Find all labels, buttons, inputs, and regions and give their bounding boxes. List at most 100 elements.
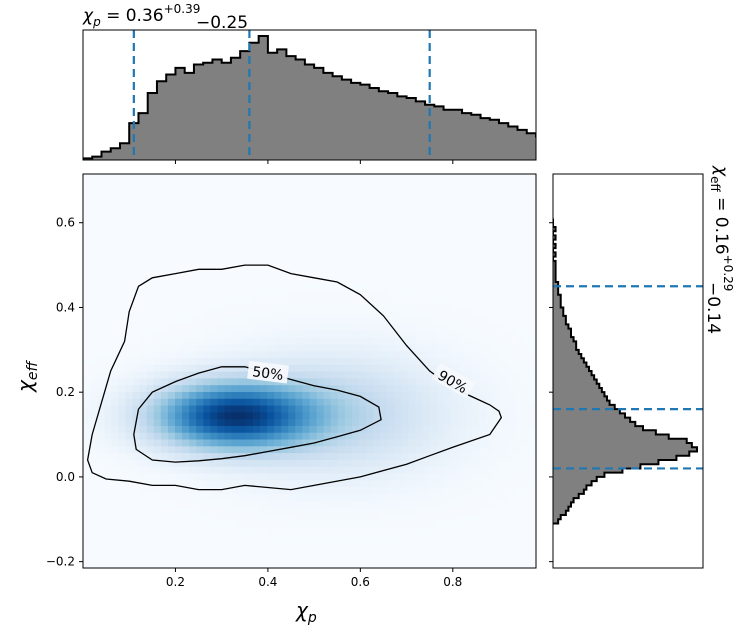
density-cell [387,343,396,352]
density-cell [160,221,169,229]
density-cell [408,547,417,556]
density-cell [514,214,523,223]
density-cell [330,520,339,528]
density-cell [443,547,452,556]
density-cell [316,540,325,549]
density-cell [500,309,509,318]
density-cell [175,357,183,365]
density-cell [118,350,127,359]
density-cell [175,248,183,257]
density-cell [267,418,275,426]
density-cell [203,493,212,501]
density-cell [316,364,325,372]
density-cell [238,418,247,426]
density-cell [443,404,452,413]
density-cell [415,377,424,386]
density-cell [387,289,396,297]
density-cell [160,343,169,352]
density-cell [366,262,374,270]
density-cell [139,554,148,562]
density-cell [231,357,240,365]
density-cell [245,432,254,440]
density-cell [451,221,459,229]
density-cell [486,255,495,263]
density-cell [90,398,98,406]
density-cell [493,466,502,474]
density-cell [436,303,445,311]
density-cell [231,411,240,420]
density-cell [231,540,240,549]
density-cell [118,207,127,216]
density-cell [267,547,275,556]
density-cell [259,255,268,263]
density-cell [330,459,339,467]
density-cell [288,316,296,325]
density-cell [500,289,509,297]
density-cell [401,214,410,223]
density-cell [182,269,190,277]
density-cell [231,350,240,359]
density-cell [436,207,445,216]
density-cell [500,452,509,460]
density-cell [203,527,212,535]
density-cell [415,248,424,257]
density-cell [196,323,204,331]
density-cell [500,337,509,345]
density-cell [493,554,502,562]
density-cell [281,418,289,426]
density-cell [245,174,254,182]
density-cell [224,493,233,501]
density-cell [139,330,148,338]
density-cell [90,330,98,338]
density-cell [415,466,424,474]
density-cell [104,187,112,195]
density-cell [422,207,431,216]
density-cell [521,248,530,257]
density-cell [203,221,212,229]
density-cell [182,350,190,359]
density-cell [125,371,134,379]
density-cell [316,201,325,209]
density-cell [394,201,403,209]
density-cell [295,309,304,318]
density-cell [344,289,353,297]
density-cell [281,466,289,474]
density-cell [111,269,119,277]
density-cell [196,316,204,325]
density-cell [267,296,275,304]
density-cell [274,554,282,562]
density-cell [351,343,360,352]
density-cell [111,330,119,338]
density-cell [514,364,523,372]
density-cell [104,309,112,318]
density-cell [528,194,536,202]
density-cell [521,214,530,223]
density-cell [507,452,516,460]
density-cell [252,187,261,195]
density-cell [281,513,289,522]
density-cell [472,241,480,250]
density-cell [146,337,155,345]
density-cell [267,350,275,359]
density-cell [429,201,438,209]
density-cell [330,282,339,291]
density-cell [224,262,233,270]
density-cell [90,255,98,263]
density-cell [153,506,162,515]
density-cell [436,235,445,243]
density-cell [472,493,480,501]
density-cell [493,174,502,182]
density-cell [309,479,318,488]
density-cell [217,194,226,202]
density-cell [458,459,466,467]
density-cell [465,289,473,297]
density-cell [203,384,212,392]
density-cell [429,221,438,229]
density-cell [132,466,141,474]
density-cell [351,364,360,372]
density-cell [415,316,424,325]
density-cell [330,493,339,501]
density-cell [146,221,155,229]
density-cell [83,554,91,562]
density-cell [274,527,282,535]
